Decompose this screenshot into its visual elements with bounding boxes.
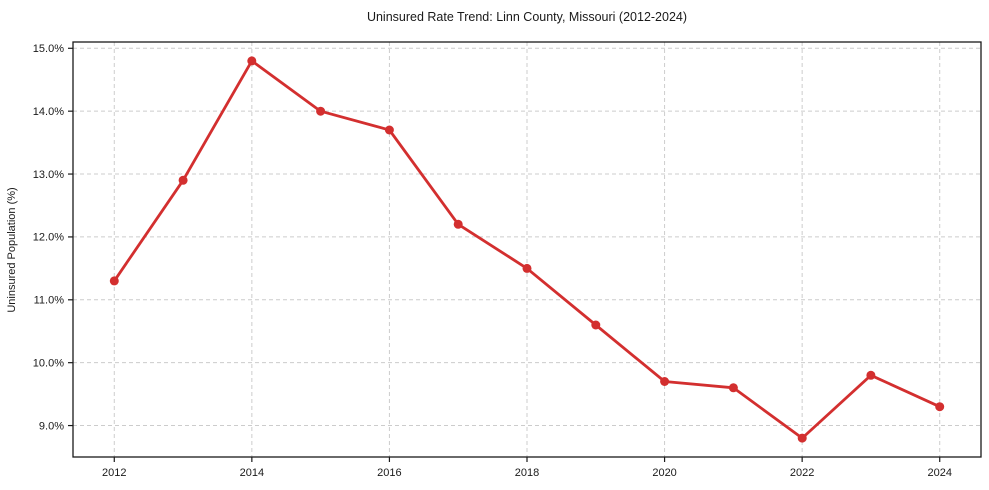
trend-line-series: [109, 56, 945, 443]
x-tick-label: 2016: [377, 467, 401, 479]
data-point: [591, 320, 601, 330]
y-axis-label: Uninsured Population (%): [6, 187, 18, 312]
x-tick-label: 2014: [240, 467, 264, 479]
y-tick-label: 14.0%: [33, 106, 64, 118]
data-point: [522, 263, 532, 273]
data-point: [384, 125, 394, 135]
y-tick-label: 15.0%: [33, 43, 64, 55]
data-point: [178, 175, 188, 185]
data-point: [109, 276, 119, 286]
data-point: [247, 56, 257, 66]
grid-layer: [73, 42, 981, 457]
y-tick-label: 13.0%: [33, 169, 64, 181]
y-tick-label: 11.0%: [34, 295, 65, 307]
y-tick-label: 10.0%: [33, 357, 64, 369]
y-tick-label: 12.0%: [33, 232, 64, 244]
data-point: [316, 106, 326, 116]
data-point: [797, 433, 807, 443]
data-point: [453, 219, 463, 229]
y-tick-label: 9.0%: [39, 420, 64, 432]
data-point: [935, 402, 945, 412]
chart-title: Uninsured Rate Trend: Linn County, Misso…: [367, 10, 687, 24]
x-tick-label: 2022: [790, 467, 814, 479]
data-point: [728, 383, 738, 393]
data-point: [660, 377, 670, 386]
x-tick-label: 2018: [515, 467, 539, 479]
axis-layer: 9.0% 10.0% 11.0% 12.0% 13.0% 14.0% 15.0% 2012 20…: [33, 43, 952, 479]
x-tick-label: 2012: [102, 467, 126, 479]
plot-border: [72, 41, 982, 458]
data-point: [866, 370, 876, 380]
x-tick-label: 2024: [927, 467, 951, 479]
x-tick-label: 2020: [652, 467, 676, 479]
